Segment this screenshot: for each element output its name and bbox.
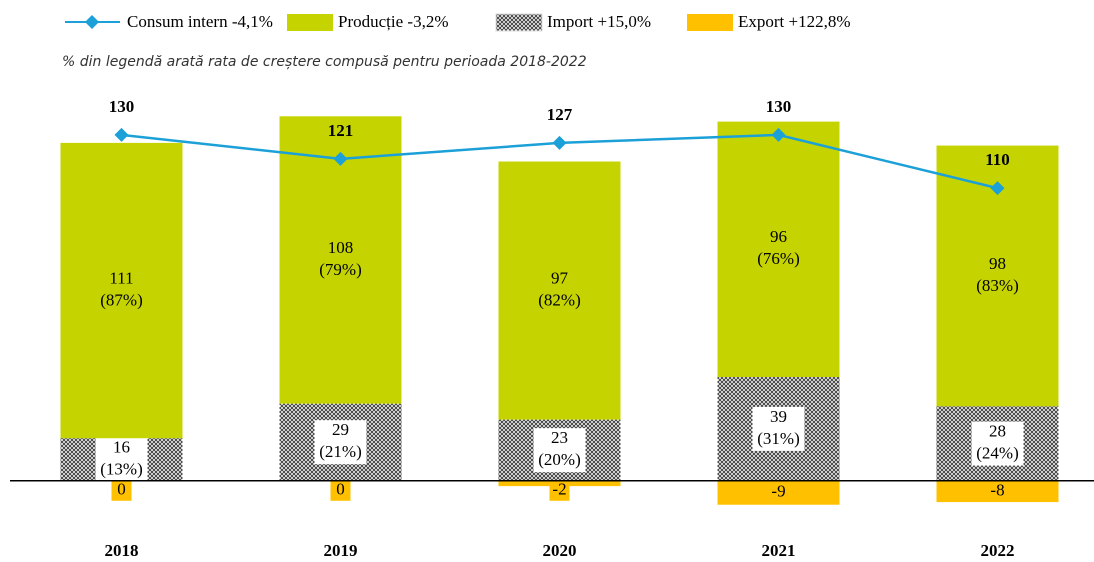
- share-label: (20%): [538, 450, 580, 469]
- label-bg: [768, 482, 789, 503]
- value-label: -9: [771, 482, 785, 501]
- value-label: -8: [990, 480, 1004, 499]
- share-label: (87%): [100, 290, 142, 309]
- label-bg: [330, 480, 351, 501]
- legend-label: Import +15,0%: [547, 12, 651, 31]
- legend-label: Consum intern -4,1%: [127, 12, 273, 31]
- x-tick-label: 2021: [762, 541, 796, 560]
- line-value-label: 127: [547, 105, 573, 124]
- value-label: 16: [113, 437, 130, 456]
- line-marker: [771, 127, 786, 142]
- value-label: 96: [770, 227, 787, 246]
- value-label: 39: [770, 407, 787, 426]
- share-label: (31%): [757, 429, 799, 448]
- share-label: (76%): [757, 249, 799, 268]
- label-bg: [987, 481, 1008, 502]
- share-label: (82%): [538, 290, 580, 309]
- bar-segment: [60, 142, 183, 439]
- label-bg: [549, 480, 570, 501]
- value-label: 23: [551, 428, 568, 447]
- value-label: 0: [117, 480, 126, 499]
- share-label: (79%): [319, 260, 361, 279]
- value-label: 97: [551, 268, 569, 287]
- share-label: (24%): [976, 443, 1018, 462]
- label-bg: [971, 421, 1024, 466]
- bar-segment: [498, 161, 621, 420]
- label-bg: [533, 428, 586, 473]
- x-tick-label: 2022: [981, 541, 1015, 560]
- line-value-label: 110: [985, 150, 1010, 169]
- share-label: (13%): [100, 459, 142, 478]
- label-bg: [752, 406, 805, 451]
- line-value-label: 130: [109, 97, 135, 116]
- value-label: 108: [328, 238, 354, 257]
- legend-marker: [85, 15, 99, 29]
- value-label: 0: [336, 480, 345, 499]
- share-label: (21%): [319, 442, 361, 461]
- x-tick-label: 2018: [105, 541, 139, 560]
- legend-swatch: [287, 14, 333, 31]
- legend-swatch: [495, 13, 543, 32]
- line-marker: [990, 181, 1005, 196]
- value-label: 28: [989, 421, 1006, 440]
- legend-label: Export +122,8%: [738, 12, 851, 31]
- x-tick-label: 2020: [543, 541, 577, 560]
- subtitle: % din legendă arată rata de creștere com…: [62, 54, 587, 70]
- share-label: (83%): [976, 276, 1018, 295]
- label-bg: [95, 437, 148, 482]
- value-label: 111: [109, 268, 133, 287]
- label-bg: [314, 420, 367, 465]
- value-label: 29: [332, 420, 349, 439]
- line-marker: [333, 151, 348, 166]
- bar-segment: [717, 121, 840, 378]
- value-label: 98: [989, 254, 1006, 273]
- line-marker: [552, 135, 567, 150]
- legend-label: Producție -3,2%: [338, 12, 448, 31]
- value-label: -2: [552, 480, 566, 499]
- x-tick-label: 2019: [324, 541, 358, 560]
- line-value-label: 121: [328, 121, 354, 140]
- line-value-label: 130: [766, 97, 792, 116]
- line-marker: [114, 127, 129, 142]
- legend-swatch: [687, 14, 733, 31]
- label-bg: [111, 480, 132, 501]
